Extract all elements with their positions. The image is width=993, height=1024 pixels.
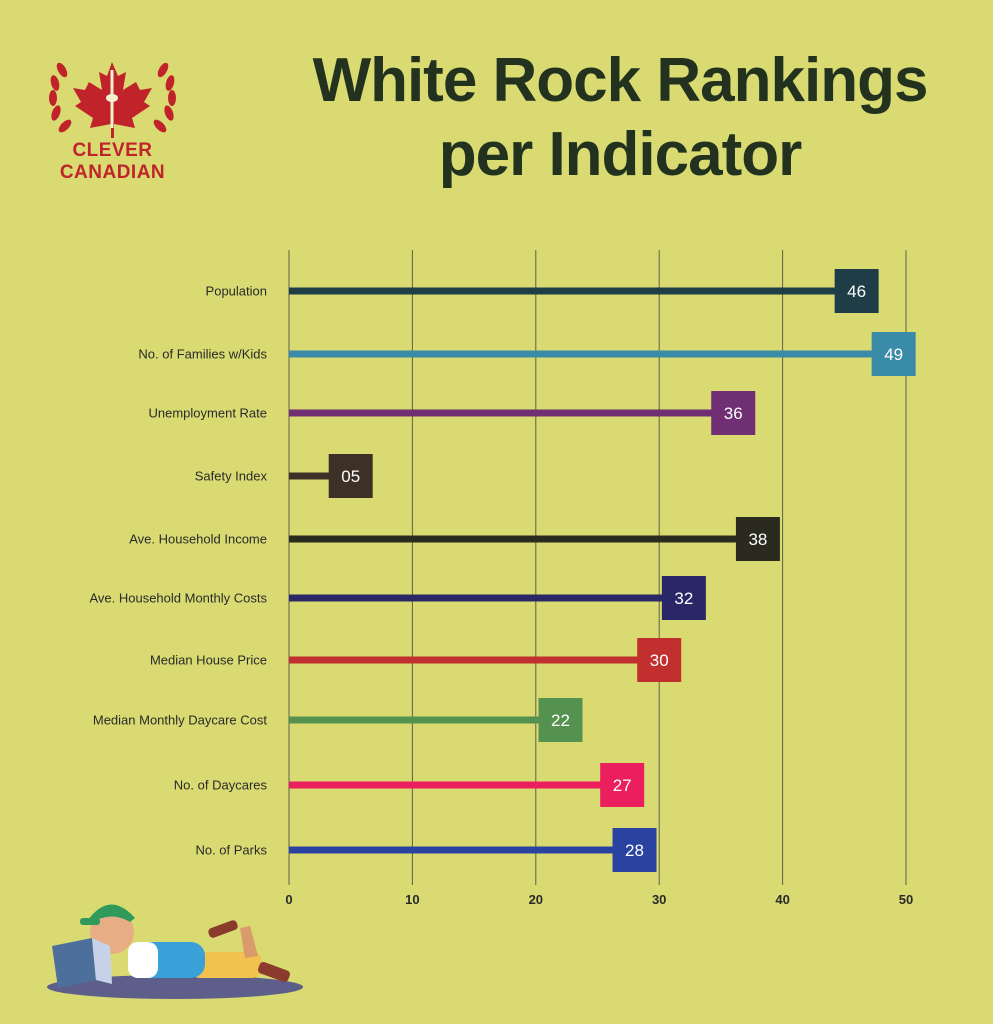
category-label: Population: [206, 284, 267, 299]
kid-reading-illustration: [47, 904, 303, 999]
bar: [289, 594, 684, 602]
data-label: 38: [748, 530, 767, 549]
bar: [289, 287, 857, 295]
chart-title: White Rock Rankings per Indicator: [260, 44, 980, 192]
value-marker: [637, 638, 682, 682]
bar: [289, 472, 351, 480]
category-label: Ave. Household Monthly Costs: [89, 591, 267, 606]
logo-text-line2: CANADIAN: [59, 162, 166, 183]
x-tick-label: 40: [775, 892, 789, 907]
category-label: No. of Parks: [195, 843, 267, 858]
bar: [289, 656, 660, 664]
clever-canadian-logo: CLEVER CANADIAN: [40, 48, 185, 188]
data-label: 22: [551, 711, 570, 730]
data-label: 30: [650, 651, 669, 670]
value-marker: [834, 269, 879, 313]
x-tick-label: 30: [652, 892, 666, 907]
maple-leaf-laurel-icon: [49, 62, 176, 138]
category-label: Safety Index: [195, 469, 268, 484]
chart-title-line1: White Rock Rankings: [312, 46, 929, 115]
value-marker: [735, 517, 780, 561]
logo-text-line1: CLEVER: [72, 140, 153, 161]
category-label: Median House Price: [150, 653, 267, 668]
data-label: 36: [724, 404, 743, 423]
data-label: 49: [884, 345, 903, 364]
bar: [289, 535, 758, 543]
x-tick-label: 10: [405, 892, 419, 907]
x-tick-label: 50: [899, 892, 913, 907]
bar: [289, 350, 894, 358]
value-marker: [661, 576, 706, 620]
bar: [289, 781, 623, 789]
data-label: 05: [341, 467, 360, 486]
value-marker: [538, 698, 583, 742]
category-label: Median Monthly Daycare Cost: [93, 713, 268, 728]
data-label: 46: [847, 282, 866, 301]
category-label: Unemployment Rate: [149, 406, 268, 421]
value-marker: [871, 332, 916, 376]
value-marker: [612, 828, 657, 872]
x-tick-label: 20: [529, 892, 543, 907]
category-label: No. of Daycares: [174, 778, 268, 793]
x-tick-label: 0: [285, 892, 292, 907]
bar: [289, 846, 635, 854]
category-label: No. of Families w/Kids: [138, 347, 267, 362]
category-label: Ave. Household Income: [129, 532, 267, 547]
data-label: 32: [674, 589, 693, 608]
value-marker: [328, 454, 373, 498]
bar: [289, 716, 561, 724]
value-marker: [711, 391, 756, 435]
chart-title-line2: per Indicator: [438, 120, 803, 189]
bar: [289, 409, 734, 417]
data-label: 27: [613, 776, 632, 795]
data-label: 28: [625, 841, 644, 860]
value-marker: [600, 763, 645, 807]
